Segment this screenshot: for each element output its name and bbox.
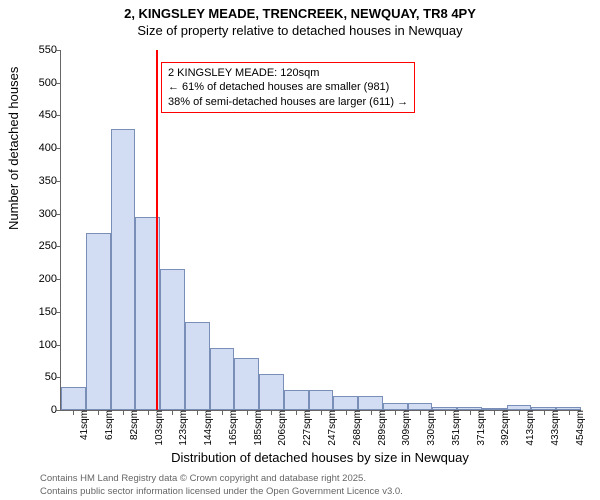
histogram-bar — [86, 233, 111, 410]
y-tick-mark — [56, 148, 61, 149]
chart-container: 2, KINGSLEY MEADE, TRENCREEK, NEWQUAY, T… — [0, 0, 600, 500]
x-tick-mark — [445, 410, 446, 415]
footer-attribution: Contains HM Land Registry data © Crown c… — [40, 473, 403, 498]
x-tick-mark — [148, 410, 149, 415]
x-tick-label: 392sqm — [498, 410, 511, 446]
x-tick-mark — [371, 410, 372, 415]
x-tick-label: 123sqm — [176, 410, 189, 446]
x-tick-label: 413sqm — [523, 410, 536, 446]
x-tick-mark — [73, 410, 74, 415]
y-tick-mark — [56, 115, 61, 116]
histogram-bar — [358, 396, 383, 410]
x-tick-label: 289sqm — [375, 410, 388, 446]
x-tick-label: 227sqm — [300, 410, 313, 446]
histogram-bar — [160, 269, 185, 410]
y-tick-mark — [56, 312, 61, 313]
x-tick-label: 454sqm — [573, 410, 586, 446]
x-tick-mark — [569, 410, 570, 415]
histogram-bar — [111, 129, 136, 410]
x-tick-label: 61sqm — [102, 410, 115, 440]
y-tick-mark — [56, 83, 61, 84]
x-tick-mark — [420, 410, 421, 415]
histogram-bar — [284, 390, 309, 410]
histogram-bar — [234, 358, 259, 410]
y-tick-mark — [56, 410, 61, 411]
histogram-bar — [259, 374, 284, 410]
histogram-bar — [309, 390, 334, 410]
y-tick-mark — [56, 214, 61, 215]
x-tick-label: 165sqm — [226, 410, 239, 446]
histogram-bar — [185, 322, 210, 410]
marker-line — [156, 50, 158, 410]
x-tick-label: 309sqm — [399, 410, 412, 446]
chart-subtitle: Size of property relative to detached ho… — [0, 23, 600, 42]
x-tick-label: 185sqm — [251, 410, 264, 446]
x-tick-mark — [271, 410, 272, 415]
plot-area: 05010015020025030035040045050055041sqm61… — [60, 50, 581, 411]
footer-line: Contains HM Land Registry data © Crown c… — [40, 473, 403, 485]
histogram-bar — [61, 387, 86, 410]
x-tick-label: 433sqm — [548, 410, 561, 446]
annotation-line: 38% of semi-detached houses are larger (… — [168, 95, 408, 109]
y-tick-mark — [56, 345, 61, 346]
x-tick-label: 206sqm — [275, 410, 288, 446]
y-tick-mark — [56, 246, 61, 247]
x-tick-mark — [296, 410, 297, 415]
x-tick-label: 268sqm — [350, 410, 363, 446]
x-tick-label: 351sqm — [449, 410, 462, 446]
x-tick-mark — [321, 410, 322, 415]
x-tick-mark — [544, 410, 545, 415]
x-tick-label: 371sqm — [474, 410, 487, 446]
x-axis-label: Distribution of detached houses by size … — [60, 450, 580, 465]
x-tick-mark — [172, 410, 173, 415]
x-tick-label: 247sqm — [325, 410, 338, 446]
x-tick-mark — [222, 410, 223, 415]
y-tick-mark — [56, 279, 61, 280]
annotation-line: ← 61% of detached houses are smaller (98… — [168, 80, 408, 94]
y-tick-mark — [56, 377, 61, 378]
annotation-line: 2 KINGSLEY MEADE: 120sqm — [168, 66, 408, 80]
y-tick-mark — [56, 181, 61, 182]
x-tick-mark — [98, 410, 99, 415]
annotation-box: 2 KINGSLEY MEADE: 120sqm← 61% of detache… — [161, 62, 415, 113]
y-axis-label: Number of detached houses — [6, 67, 21, 230]
x-tick-label: 330sqm — [424, 410, 437, 446]
x-tick-label: 82sqm — [127, 410, 140, 440]
histogram-bar — [210, 348, 235, 410]
x-tick-mark — [346, 410, 347, 415]
x-tick-label: 144sqm — [201, 410, 214, 446]
x-tick-mark — [470, 410, 471, 415]
footer-line: Contains public sector information licen… — [40, 486, 403, 498]
x-tick-mark — [247, 410, 248, 415]
chart-title: 2, KINGSLEY MEADE, TRENCREEK, NEWQUAY, T… — [0, 0, 600, 23]
histogram-bar — [333, 396, 358, 410]
x-tick-mark — [395, 410, 396, 415]
x-tick-label: 41sqm — [77, 410, 90, 440]
y-tick-mark — [56, 50, 61, 51]
x-tick-mark — [519, 410, 520, 415]
x-tick-mark — [494, 410, 495, 415]
x-tick-label: 103sqm — [152, 410, 165, 446]
x-tick-mark — [197, 410, 198, 415]
x-tick-mark — [123, 410, 124, 415]
